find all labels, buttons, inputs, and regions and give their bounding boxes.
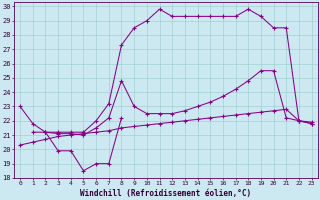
- X-axis label: Windchill (Refroidissement éolien,°C): Windchill (Refroidissement éolien,°C): [80, 189, 252, 198]
